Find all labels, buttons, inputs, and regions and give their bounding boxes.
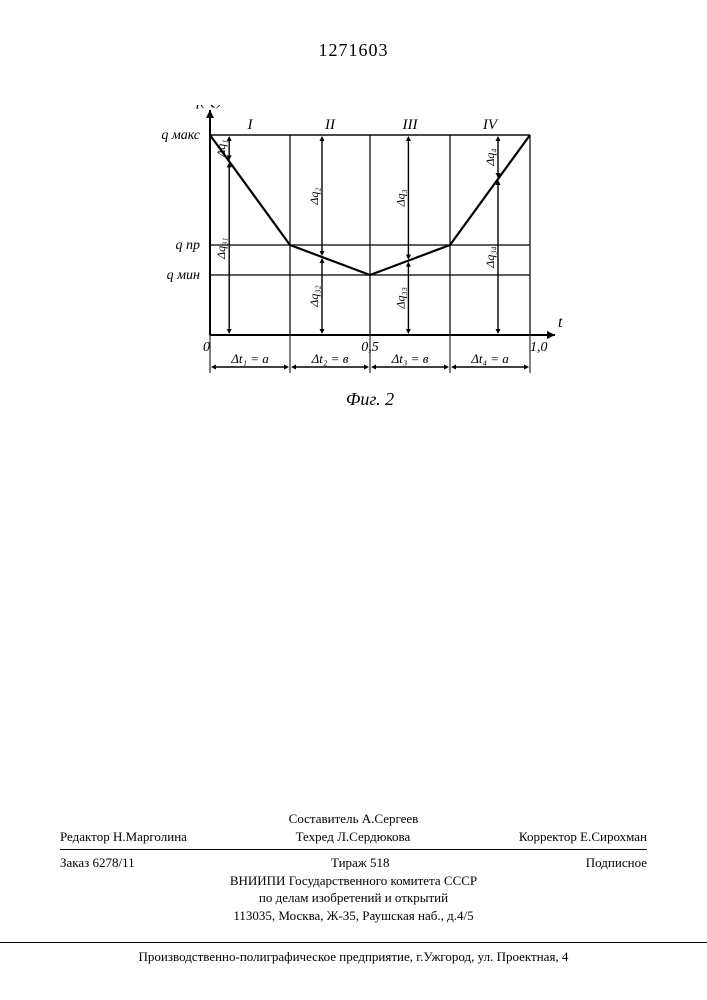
footer-block: Составитель А.Сергеев Редактор Н.Марголи… bbox=[60, 810, 647, 924]
credits-row: Редактор Н.Марголина Техред Л.Сердюкова … bbox=[60, 828, 647, 846]
svg-text:III: III bbox=[402, 117, 419, 133]
techred-label: Техред bbox=[296, 829, 334, 844]
svg-text:q мин: q мин bbox=[167, 268, 200, 283]
svg-text:IV: IV bbox=[482, 117, 499, 133]
corrector-name: Е.Сирохман bbox=[580, 829, 647, 844]
svg-text:Δt₃ = в: Δt₃ = в bbox=[391, 351, 429, 366]
editor-label: Редактор bbox=[60, 829, 110, 844]
svg-text:Δq₃₃: Δq₃₃ bbox=[393, 287, 407, 309]
chart-svg: q максq прq минIIIIIIIVq(Q)t00,51,0Δq₁Δq… bbox=[130, 105, 570, 435]
svg-text:Δt₁ = a: Δt₁ = a bbox=[230, 351, 269, 366]
techred: Техред Л.Сердюкова bbox=[296, 828, 411, 846]
svg-text:Δq₄: Δq₄ bbox=[483, 148, 497, 166]
corrector: Корректор Е.Сирохман bbox=[519, 828, 647, 846]
svg-text:1,0: 1,0 bbox=[530, 340, 548, 355]
editor: Редактор Н.Марголина bbox=[60, 828, 187, 846]
org-address: 113035, Москва, Ж-35, Раушская наб., д.4… bbox=[60, 907, 647, 925]
svg-text:t: t bbox=[558, 314, 563, 331]
subscribed: Подписное bbox=[586, 854, 647, 872]
figure-2-chart: q максq прq минIIIIIIIVq(Q)t00,51,0Δq₁Δq… bbox=[130, 105, 570, 435]
svg-text:Δt₄ = a: Δt₄ = a bbox=[470, 351, 509, 366]
footer-divider-2 bbox=[0, 942, 707, 943]
order-number: Заказ 6278/11 bbox=[60, 854, 135, 872]
editor-name: Н.Марголина bbox=[113, 829, 187, 844]
svg-text:q макс: q макс bbox=[161, 128, 200, 143]
page: 1271603 q максq прq минIIIIIIIVq(Q)t00,5… bbox=[0, 0, 707, 1000]
techred-name: Л.Сердюкова bbox=[337, 829, 410, 844]
corrector-label: Корректор bbox=[519, 829, 577, 844]
press-line: Производственно-полиграфическое предприя… bbox=[0, 940, 707, 965]
svg-text:0: 0 bbox=[203, 340, 210, 355]
compiler-line: Составитель А.Сергеев bbox=[60, 810, 647, 828]
tirage: Тираж 518 bbox=[331, 854, 390, 872]
svg-text:II: II bbox=[324, 117, 336, 133]
svg-text:q(Q): q(Q) bbox=[192, 105, 222, 109]
org-line-2: по делам изобретений и открытий bbox=[60, 889, 647, 907]
svg-text:Δq₁: Δq₁ bbox=[214, 140, 228, 158]
footer-divider-1 bbox=[60, 849, 647, 850]
svg-text:q пр: q пр bbox=[176, 238, 201, 253]
svg-text:Δt₂ = в: Δt₂ = в bbox=[311, 351, 349, 366]
svg-text:Фиг. 2: Фиг. 2 bbox=[346, 389, 394, 409]
svg-text:Δq₃₁: Δq₃₁ bbox=[214, 238, 228, 260]
patent-number: 1271603 bbox=[0, 40, 707, 61]
svg-text:I: I bbox=[247, 117, 254, 133]
org-line-1: ВНИИПИ Государственного комитета СССР bbox=[60, 872, 647, 890]
order-row: Заказ 6278/11 Тираж 518 Подписное bbox=[60, 854, 647, 872]
svg-text:Δq₂: Δq₂ bbox=[307, 187, 321, 205]
svg-text:Δq₃₄: Δq₃₄ bbox=[483, 246, 497, 268]
svg-text:Δq₃₂: Δq₃₂ bbox=[307, 285, 321, 307]
press-text: Производственно-полиграфическое предприя… bbox=[139, 949, 569, 964]
svg-text:Δq₃: Δq₃ bbox=[393, 189, 407, 207]
